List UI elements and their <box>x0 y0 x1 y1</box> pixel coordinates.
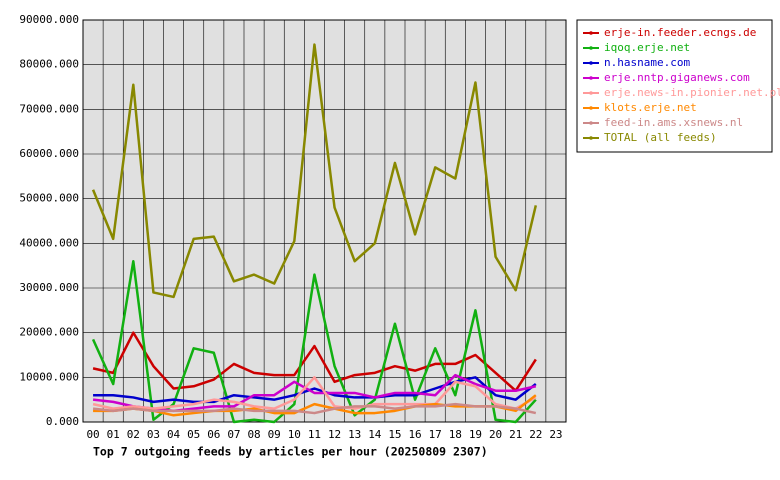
x-tick-label: 00 <box>86 428 99 441</box>
y-tick-label: 40000.000 <box>19 236 79 249</box>
y-tick-label: 70000.000 <box>19 102 79 115</box>
legend-label: n.hasname.com <box>604 56 690 69</box>
legend-dot <box>589 91 593 95</box>
legend-dot <box>589 106 593 110</box>
legend-dot <box>589 136 593 140</box>
y-tick-label: 0.000 <box>46 415 79 428</box>
legend-dot <box>589 121 593 125</box>
legend-dot <box>589 76 593 80</box>
x-tick-label: 22 <box>529 428 542 441</box>
x-tick-label: 10 <box>288 428 301 441</box>
x-tick-label: 15 <box>388 428 401 441</box>
chart-title: Top 7 outgoing feeds by articles per hou… <box>93 445 488 459</box>
x-tick-label: 07 <box>227 428 240 441</box>
x-tick-label: 06 <box>207 428 220 441</box>
legend-label: erje-in.feeder.ecngs.de <box>604 26 756 39</box>
x-tick-label: 14 <box>368 428 382 441</box>
y-tick-label: 90000.000 <box>19 13 79 26</box>
x-tick-label: 05 <box>187 428 200 441</box>
legend-label: iqoq.erje.net <box>604 41 690 54</box>
series-line <box>93 394 537 417</box>
series-line <box>91 43 538 299</box>
series-line <box>92 376 537 410</box>
y-tick-label: 10000.000 <box>19 370 79 383</box>
legend-dot <box>589 46 593 50</box>
x-tick-label: 16 <box>408 428 421 441</box>
x-tick-label: 21 <box>509 428 522 441</box>
legend-label: klots.erje.net <box>604 101 697 114</box>
x-tick-label: 17 <box>429 428 442 441</box>
x-tick-label: 08 <box>247 428 260 441</box>
series-line <box>92 331 537 392</box>
x-tick-label: 04 <box>167 428 181 441</box>
y-tick-label: 60000.000 <box>19 147 79 160</box>
x-tick-label: 02 <box>127 428 140 441</box>
legend-dot <box>589 61 593 65</box>
y-tick-label: 50000.000 <box>19 192 79 205</box>
x-tick-label: 23 <box>549 428 562 441</box>
x-tick-label: 11 <box>308 428 321 441</box>
x-tick-label: 19 <box>469 428 482 441</box>
legend-dot <box>589 31 593 35</box>
legend-label: erje.news-in.pionier.net.pl <box>604 86 780 99</box>
y-tick-label: 80000.000 <box>19 58 79 71</box>
series-line <box>93 376 537 404</box>
x-tick-label: 12 <box>328 428 341 441</box>
series-line <box>92 402 537 415</box>
x-tick-label: 20 <box>489 428 502 441</box>
x-tick-label: 18 <box>449 428 462 441</box>
legend-label: erje.nntp.giganews.com <box>604 71 750 84</box>
legend-label: TOTAL (all feeds) <box>604 131 717 144</box>
y-tick-label: 30000.000 <box>19 281 79 294</box>
x-tick-label: 03 <box>147 428 160 441</box>
y-tick-label: 20000.000 <box>19 326 79 339</box>
legend-label: feed-in.ams.xsnews.nl <box>604 116 743 129</box>
x-tick-label: 01 <box>107 428 120 441</box>
x-tick-label: 13 <box>348 428 361 441</box>
legend-box <box>576 19 773 153</box>
x-tick-label: 09 <box>268 428 281 441</box>
